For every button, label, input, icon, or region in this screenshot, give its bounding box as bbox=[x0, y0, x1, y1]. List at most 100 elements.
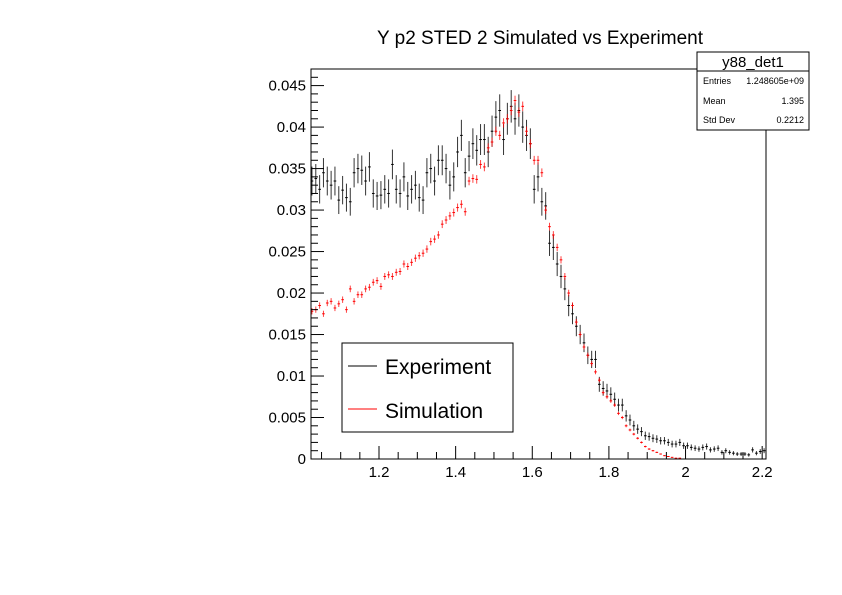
data-point bbox=[379, 181, 383, 210]
data-point bbox=[659, 453, 662, 455]
data-point bbox=[417, 252, 421, 260]
plot-frame bbox=[310, 68, 767, 460]
legend-label-simulation: Simulation bbox=[385, 400, 483, 423]
data-point bbox=[559, 264, 563, 289]
data-point bbox=[636, 437, 639, 440]
data-point bbox=[387, 179, 390, 208]
data-point bbox=[659, 437, 662, 445]
data-point bbox=[398, 267, 402, 275]
data-point bbox=[341, 175, 344, 205]
data-point bbox=[567, 294, 570, 317]
data-point bbox=[720, 450, 724, 455]
data-point bbox=[498, 130, 502, 140]
data-point bbox=[490, 137, 494, 147]
stats-label-stddev: Std Dev bbox=[703, 115, 736, 125]
data-point bbox=[762, 448, 766, 454]
data-point bbox=[425, 245, 429, 253]
data-point bbox=[621, 398, 624, 412]
data-point bbox=[609, 387, 613, 402]
data-point bbox=[483, 124, 486, 155]
data-point bbox=[471, 174, 475, 183]
data-point bbox=[394, 175, 398, 204]
data-point bbox=[368, 152, 371, 182]
data-point bbox=[337, 186, 341, 215]
data-point bbox=[532, 175, 536, 204]
chart-title: Y p2 STED 2 Simulated vs Experiment bbox=[377, 28, 704, 49]
data-point bbox=[578, 331, 582, 338]
y-tick-label: 0 bbox=[298, 451, 306, 468]
data-point bbox=[509, 105, 513, 116]
data-point bbox=[598, 377, 601, 383]
data-point bbox=[609, 398, 613, 403]
data-point bbox=[494, 126, 498, 136]
data-point bbox=[394, 268, 398, 276]
data-point bbox=[728, 450, 731, 455]
data-point bbox=[479, 124, 482, 155]
data-point bbox=[322, 158, 325, 188]
data-point bbox=[666, 456, 670, 458]
data-point bbox=[318, 302, 321, 309]
data-point bbox=[398, 179, 402, 208]
data-point bbox=[402, 260, 406, 268]
data-point bbox=[375, 181, 379, 210]
y-tick-label: 0.015 bbox=[268, 327, 306, 344]
y-tick-label: 0.035 bbox=[268, 161, 306, 178]
data-point bbox=[440, 145, 444, 176]
data-point bbox=[467, 141, 471, 172]
data-point bbox=[663, 455, 666, 457]
data-point bbox=[460, 119, 463, 151]
data-point bbox=[586, 352, 590, 358]
data-point bbox=[421, 249, 425, 257]
data-point bbox=[693, 445, 697, 452]
data-point bbox=[663, 437, 666, 445]
data-point bbox=[383, 175, 387, 204]
data-point bbox=[414, 170, 417, 200]
legend-label-experiment: Experiment bbox=[385, 356, 491, 379]
data-point bbox=[582, 344, 586, 350]
data-point bbox=[502, 124, 505, 155]
data-point bbox=[540, 168, 544, 178]
data-point bbox=[456, 136, 459, 168]
data-point bbox=[513, 95, 517, 106]
x-tick-label: 1.4 bbox=[445, 464, 466, 481]
data-point bbox=[689, 444, 693, 451]
data-point bbox=[483, 162, 486, 172]
data-point bbox=[536, 155, 540, 165]
data-point bbox=[333, 304, 337, 312]
data-point bbox=[440, 220, 444, 229]
data-point bbox=[544, 192, 547, 220]
data-point bbox=[628, 428, 632, 432]
data-point bbox=[444, 216, 448, 224]
data-point bbox=[444, 153, 448, 184]
data-point bbox=[552, 234, 555, 260]
data-point bbox=[632, 432, 636, 436]
data-point bbox=[678, 438, 682, 446]
data-point bbox=[594, 369, 597, 375]
data-point bbox=[360, 155, 364, 185]
data-point bbox=[371, 179, 375, 208]
data-point bbox=[348, 187, 352, 216]
data-point bbox=[452, 162, 456, 192]
data-point bbox=[666, 438, 670, 446]
data-point bbox=[701, 444, 705, 451]
series-simulation bbox=[310, 95, 682, 459]
y-tick-label: 0.025 bbox=[268, 244, 306, 261]
data-point bbox=[475, 135, 479, 166]
series-experiment bbox=[310, 90, 766, 457]
x-tick-label: 1.6 bbox=[522, 464, 543, 481]
x-tick-label: 1.8 bbox=[598, 464, 619, 481]
data-point bbox=[513, 102, 517, 135]
data-point bbox=[364, 285, 367, 293]
data-point bbox=[479, 160, 482, 169]
data-point bbox=[337, 300, 341, 308]
data-point bbox=[655, 451, 659, 454]
data-point bbox=[624, 410, 628, 422]
data-point bbox=[716, 445, 720, 452]
data-point bbox=[486, 143, 490, 153]
data-point bbox=[333, 166, 337, 196]
data-point bbox=[697, 446, 701, 452]
data-point bbox=[590, 361, 593, 367]
data-point bbox=[383, 273, 387, 280]
data-point bbox=[467, 176, 471, 186]
data-point bbox=[429, 237, 433, 246]
